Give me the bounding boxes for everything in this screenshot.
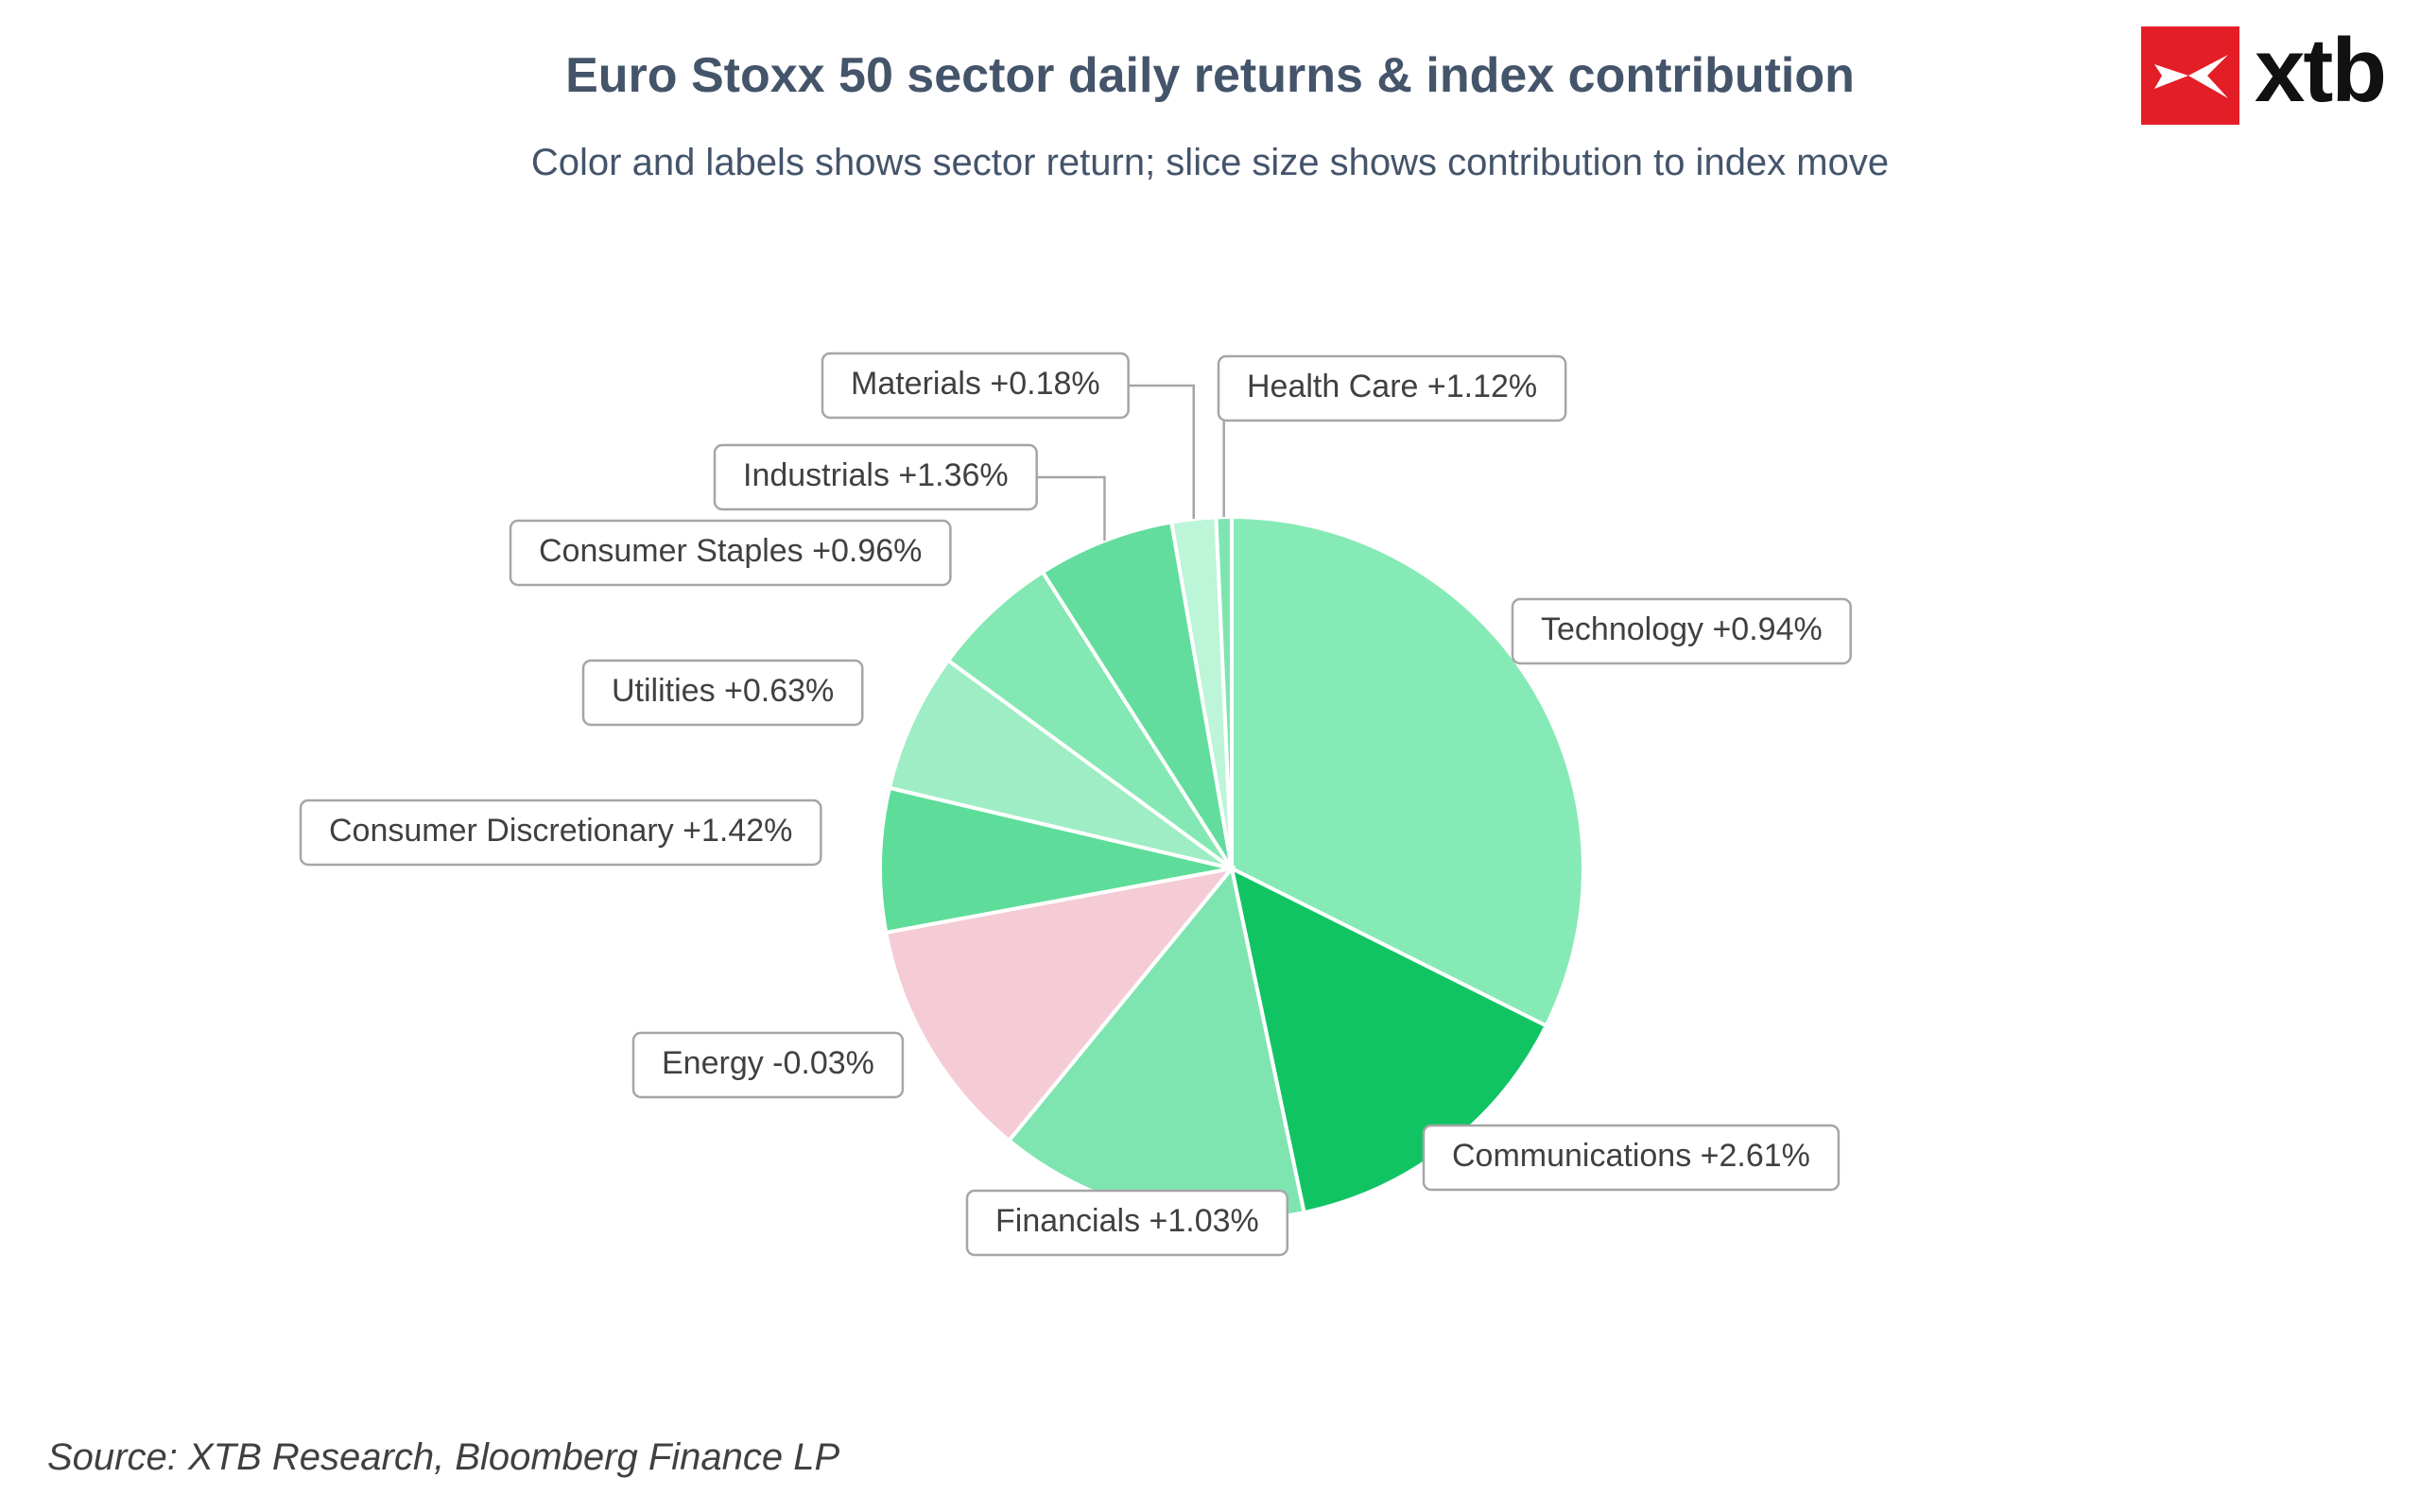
slice-label-box: [299, 799, 822, 867]
source-note: Source: XTB Research, Bloomberg Finance …: [47, 1436, 840, 1478]
slice-label-box: [509, 519, 952, 587]
slice-label-energy: Energy -0.03%: [631, 1031, 905, 1099]
slice-label-consumer-discretionary: Consumer Discretionary +1.42%: [299, 799, 822, 867]
slice-label-utilities: Utilities +0.63%: [581, 659, 864, 727]
slice-label-box: [1511, 597, 1852, 665]
pie-slice-consumer-discretionary: [878, 785, 1233, 936]
leader-line-materials: [1128, 384, 1195, 520]
slice-label-text: Communications +2.61%: [1452, 1138, 1810, 1174]
slice-label-text: Technology +0.94%: [1541, 611, 1823, 647]
slice-label-text: Energy -0.03%: [662, 1045, 874, 1081]
slice-label-box: [713, 443, 1038, 511]
slice-label-box: [965, 1189, 1289, 1257]
slice-label-consumer-staples: Consumer Staples +0.96%: [509, 519, 952, 587]
pie-slice-health-care: [1214, 514, 1234, 869]
pie-slice-consumer-staples: [945, 569, 1234, 870]
slice-label-text: Utilities +0.63%: [612, 673, 834, 709]
slice-label-health-care: Health Care +1.12%: [1217, 354, 1567, 422]
pie-slice-utilities: [887, 658, 1234, 870]
slice-label-text: Health Care +1.12%: [1247, 369, 1537, 404]
chart-subtitle: Color and labels shows sector return; sl…: [530, 142, 1890, 183]
slice-label-box: [821, 352, 1130, 420]
pie-slice-technology: [1230, 514, 1586, 1029]
slice-label-technology: Technology +0.94%: [1511, 597, 1852, 665]
slice-label-box: [631, 1031, 905, 1099]
slice-label-materials: Materials +0.18%: [821, 352, 1130, 420]
xtb-logo: xtb: [2141, 20, 2396, 129]
slice-label-text: Financials +1.03%: [995, 1203, 1259, 1239]
slice-label-text: Materials +0.18%: [851, 366, 1100, 402]
pie-slice-energy: [883, 866, 1237, 1143]
slice-label-box: [1422, 1124, 1841, 1192]
slice-label-box: [1217, 354, 1567, 422]
xtb-logo-text: xtb: [2255, 20, 2387, 121]
slice-label-financials: Financials +1.03%: [965, 1189, 1289, 1257]
leader-line-industrials: [1036, 475, 1106, 541]
slice-label-text: Industrials +1.36%: [743, 457, 1009, 493]
slice-label-communications: Communications +2.61%: [1422, 1124, 1841, 1192]
xtb-logo-mark-icon: [2141, 26, 2239, 125]
slice-label-industrials: Industrials +1.36%: [713, 443, 1038, 511]
slice-label-text: Consumer Discretionary +1.42%: [329, 813, 792, 849]
slice-label-text: Consumer Staples +0.96%: [539, 533, 922, 569]
chart-title: Euro Stoxx 50 sector daily returns & ind…: [565, 48, 1855, 103]
slice-label-box: [581, 659, 864, 727]
